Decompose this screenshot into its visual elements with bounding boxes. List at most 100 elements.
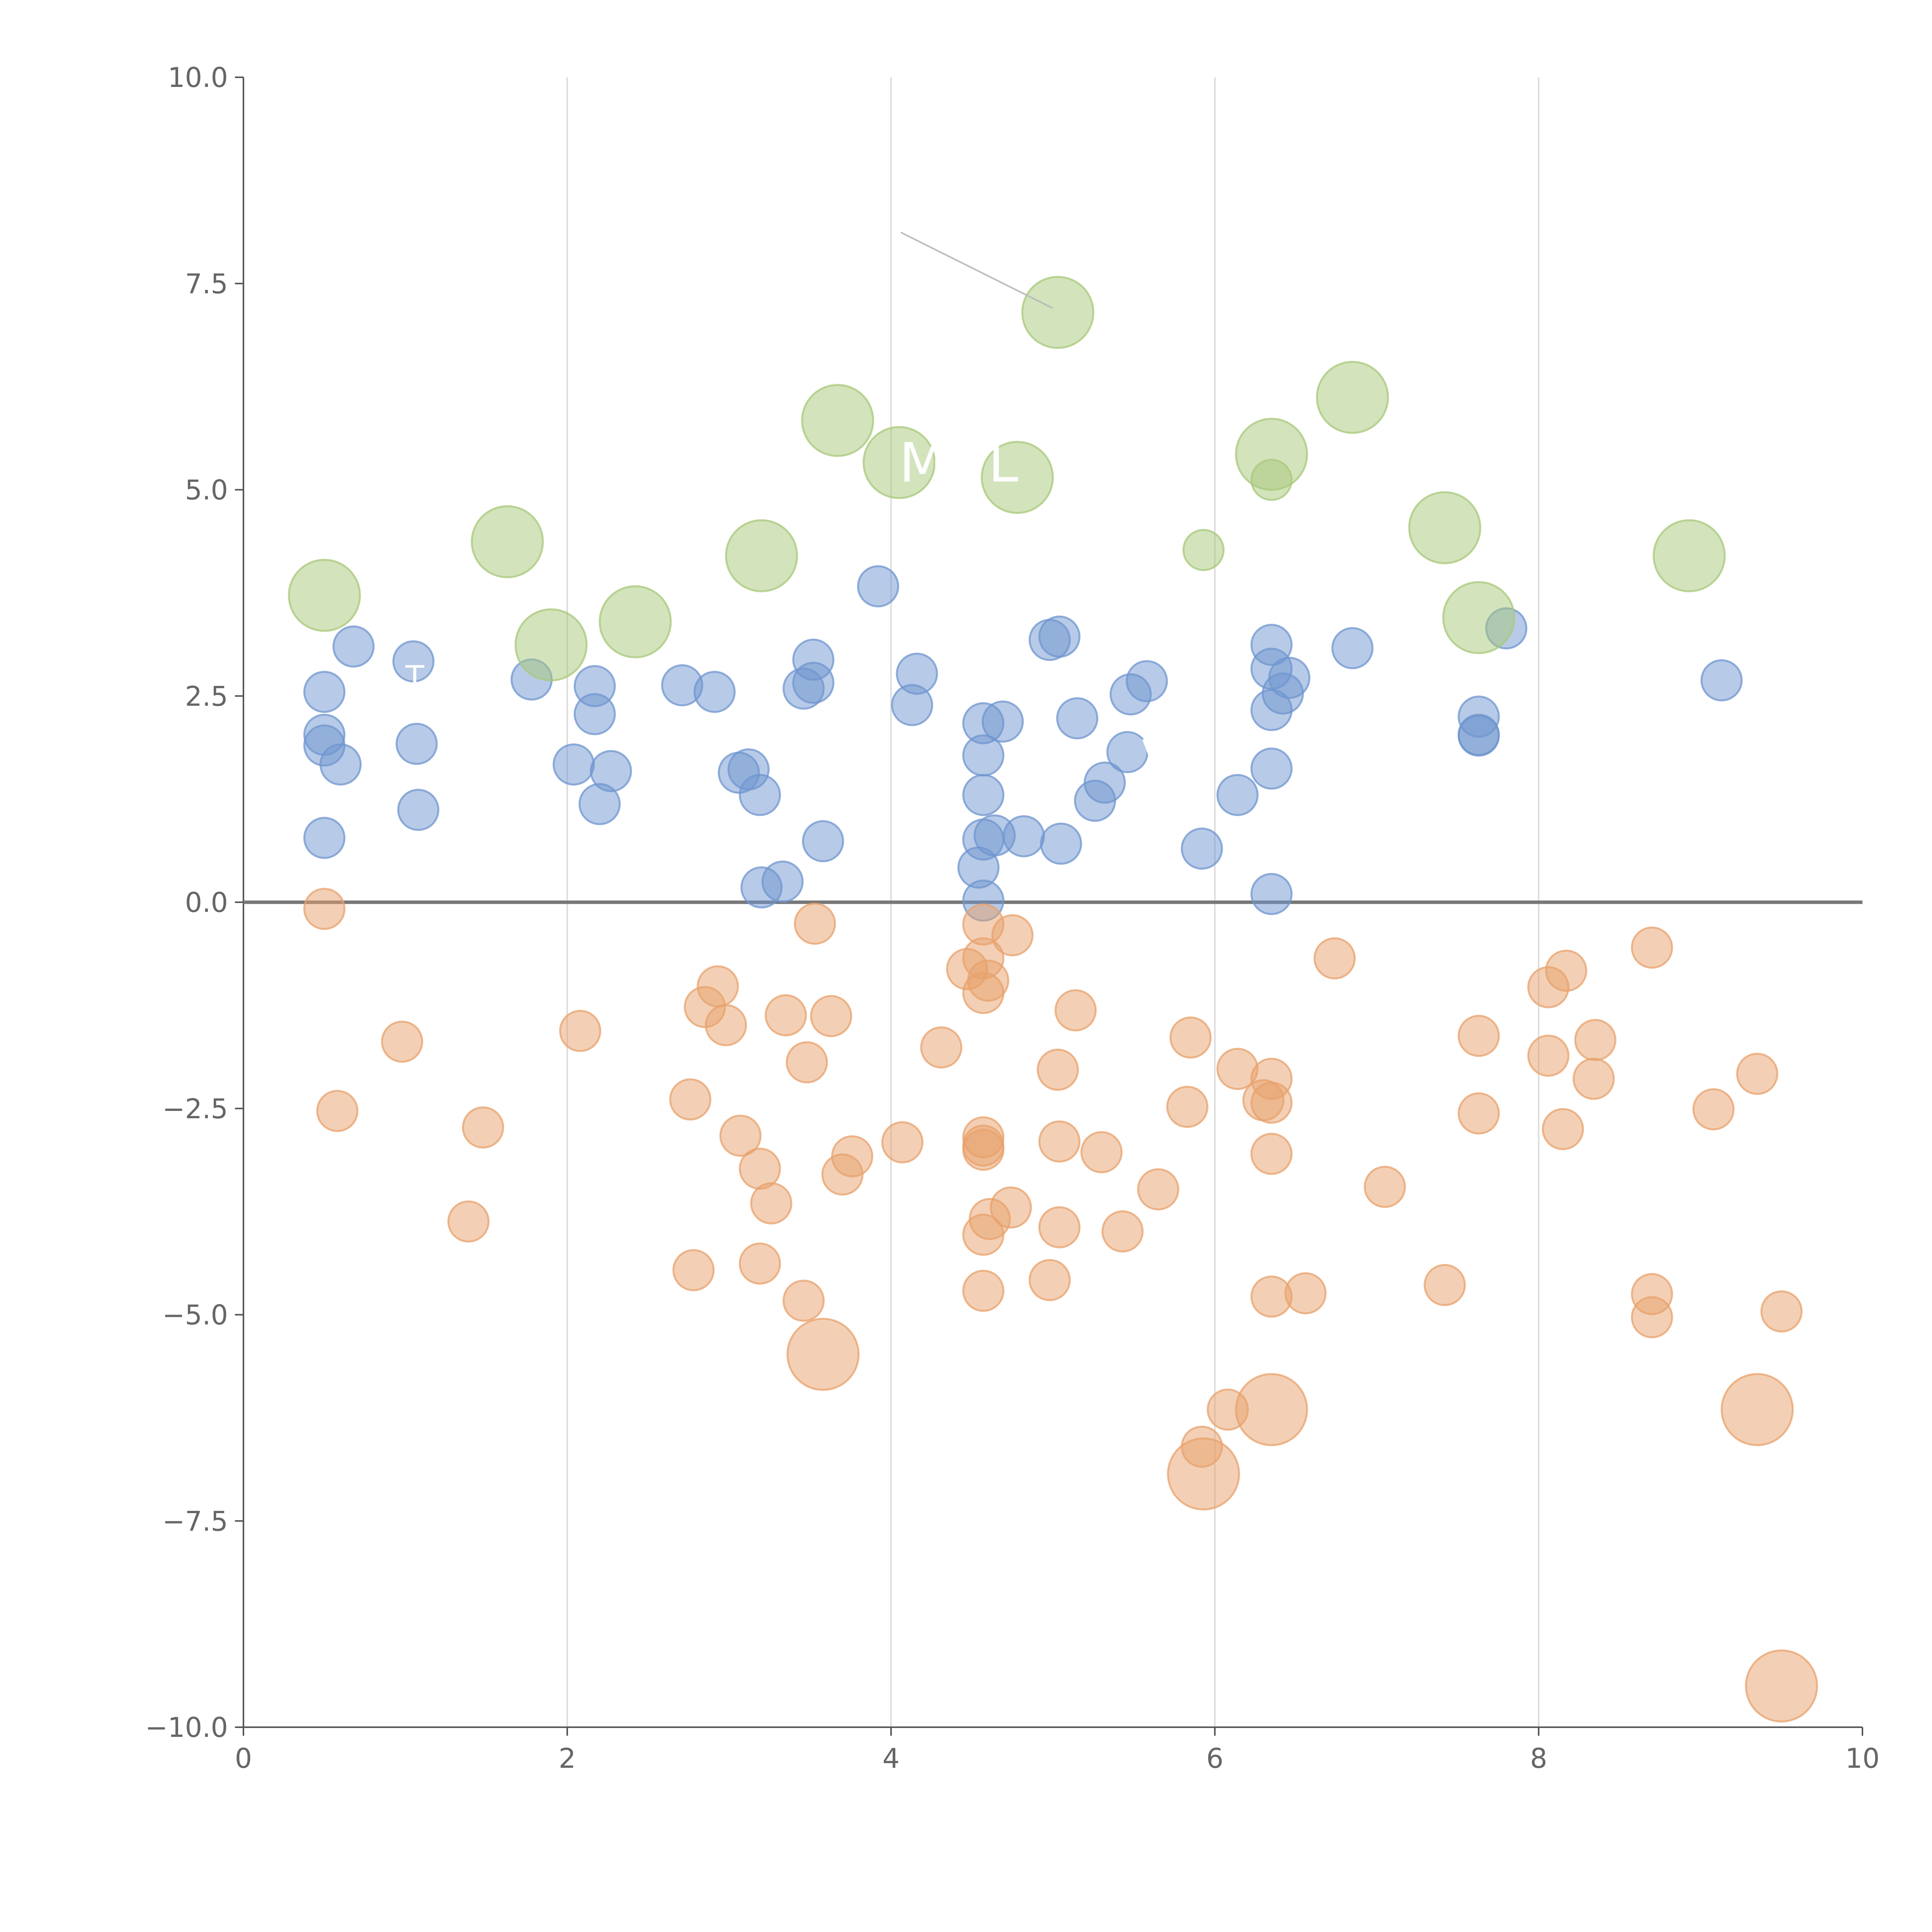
bubble-layer [288, 276, 1818, 1723]
bubble-point [831, 1135, 873, 1178]
y-tick-label: −10.0 [145, 1712, 228, 1743]
bubble-point [1545, 949, 1587, 992]
axis-layer: 0 2 4 6 8 10 −10.0 −7.5 −5.0 −2.5 0.0 2.5 5.0 7.5 10.0 [145, 62, 1879, 1774]
bubble-point [1284, 1272, 1327, 1315]
bubble-point [750, 1182, 793, 1225]
bubble-point [303, 671, 345, 713]
label-layer: M L T V [405, 231, 1163, 769]
bubble-point [1631, 1296, 1673, 1338]
bubble-point [1182, 529, 1225, 571]
bubble-point [1106, 731, 1149, 773]
bubble-point [1250, 873, 1293, 915]
bubble-point [962, 774, 1005, 816]
x-tick-label: 4 [883, 1743, 900, 1774]
point-label: V [1142, 733, 1163, 769]
bubble-point [1458, 1015, 1500, 1057]
bubble-point [857, 565, 899, 607]
y-tick-label: 7.5 [185, 268, 228, 300]
bubble-point [1167, 1437, 1240, 1511]
bubble-point [1316, 361, 1389, 434]
bubble-point [697, 965, 739, 1008]
bubble-point [739, 774, 781, 816]
bubble-point [1180, 827, 1223, 870]
y-tick-label: 2.5 [185, 680, 228, 712]
bubble-point [1442, 581, 1515, 654]
bubble-point [1021, 276, 1095, 349]
point-label: T [405, 659, 425, 695]
bubble-point [967, 959, 1009, 1002]
x-tick-label: 0 [235, 1743, 252, 1774]
bubble-point [802, 820, 844, 862]
leader-line [900, 231, 1053, 309]
bubble-point [316, 1090, 359, 1132]
bubble-point [1700, 659, 1743, 702]
bubble-point [514, 608, 588, 682]
bubble-point [725, 519, 798, 592]
bubble-point [1574, 1019, 1617, 1061]
bubble-point [991, 914, 1034, 956]
bubble-point [1038, 1120, 1081, 1163]
bubble-point [1760, 1290, 1803, 1333]
point-label: L [988, 432, 1018, 495]
bubble-point [761, 861, 804, 903]
bubble-point [1527, 1034, 1570, 1077]
bubble-point [801, 384, 874, 457]
bubble-point [1166, 1085, 1209, 1128]
bubble-point [462, 1106, 504, 1149]
bubble-point [786, 1318, 860, 1391]
bubble-point [896, 653, 938, 695]
bubble-point [288, 559, 361, 632]
bubble-point [1037, 1048, 1079, 1091]
bubble-point [1250, 459, 1293, 501]
bubble-point [1653, 519, 1726, 592]
bubble-point [447, 1200, 490, 1243]
bubble-point [990, 1186, 1032, 1229]
bubble-point [1631, 926, 1673, 969]
y-tick-label: 5.0 [185, 474, 228, 506]
bubble-point [1542, 1108, 1584, 1150]
bubble-point [862, 426, 936, 499]
bubble-point [599, 585, 672, 658]
bubble-point [881, 1121, 923, 1163]
bubble-point [1235, 1373, 1308, 1446]
bubble-point [1054, 989, 1097, 1032]
bubble-point [1080, 1131, 1123, 1173]
bubble-point [381, 1020, 423, 1063]
y-tick-label: 10.0 [168, 62, 228, 94]
bubble-point [471, 505, 544, 578]
bubble-point [1268, 656, 1311, 699]
bubble-point [981, 700, 1024, 743]
bubble-point [794, 903, 836, 945]
bubble-point [395, 723, 438, 765]
y-tick-label: −2.5 [162, 1093, 228, 1125]
bubble-point [719, 1114, 762, 1157]
bubble-point [765, 994, 807, 1036]
bubble-point [920, 1026, 963, 1069]
x-tick-label: 10 [1845, 1743, 1879, 1774]
bubble-point [1038, 616, 1081, 658]
bubble-point [1250, 747, 1293, 790]
bubble-point [782, 1279, 825, 1322]
x-tick-label: 6 [1206, 1743, 1224, 1774]
bubble-point [1029, 1259, 1071, 1301]
bubble-point [559, 1010, 602, 1052]
bubble-point [590, 750, 632, 793]
x-tick-label: 2 [559, 1743, 576, 1774]
bubble-point [397, 789, 440, 831]
bubble-point [392, 640, 435, 683]
bubble-point [1313, 937, 1356, 980]
bubble-point [1137, 1168, 1179, 1211]
bubble-point [1736, 1053, 1779, 1095]
bubble-point [1458, 714, 1500, 757]
bubble-point [332, 625, 375, 668]
bubble-point [573, 693, 616, 735]
bubble-point [1572, 1058, 1615, 1100]
point-label: M [899, 432, 946, 495]
bubble-point [786, 1041, 828, 1083]
bubble-point [303, 816, 345, 859]
bubble-point [1101, 1210, 1144, 1253]
bubble-point [1040, 822, 1082, 865]
bubble-point [1331, 627, 1374, 669]
bubble-point [693, 671, 736, 713]
bubble-point [1083, 761, 1126, 804]
